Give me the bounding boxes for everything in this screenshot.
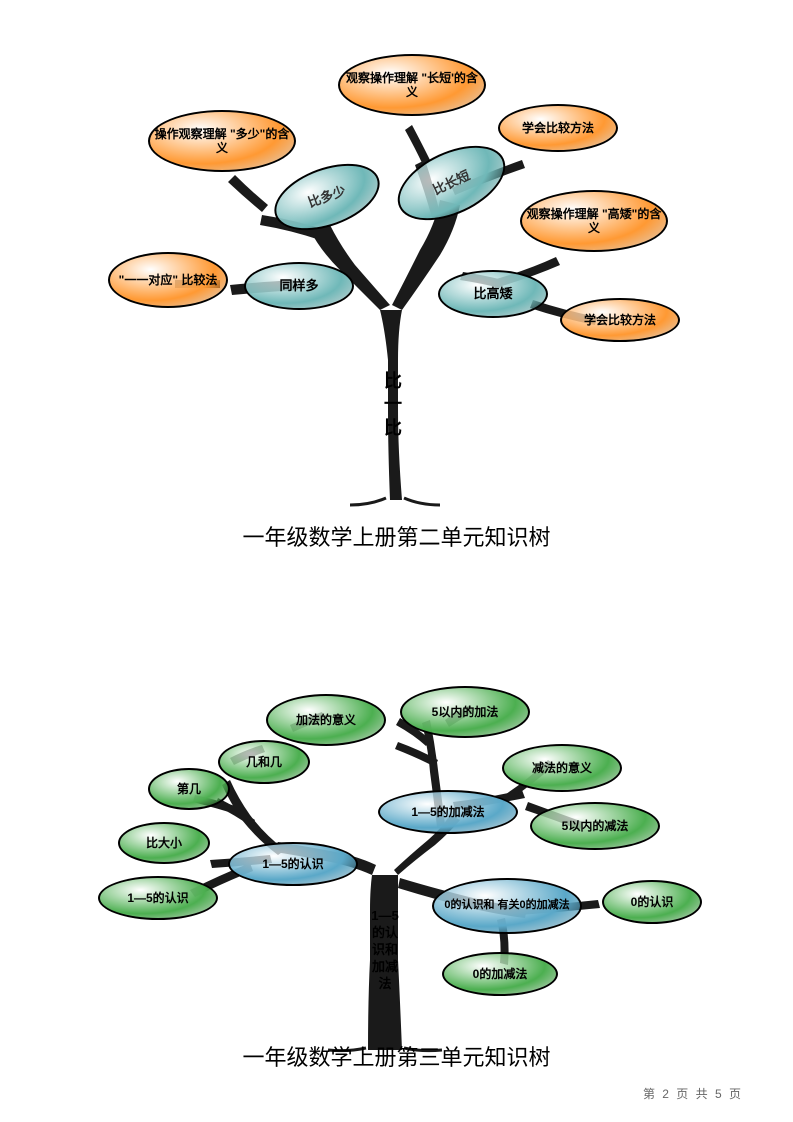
t2-g7: 比大小 [118, 822, 210, 864]
t1-branch-4: 比高矮 [438, 270, 548, 318]
t1-leaf-6: 学会比较方法 [560, 298, 680, 342]
t2-g1: 加法的意义 [266, 694, 386, 746]
t2-g4: 减法的意义 [502, 744, 622, 792]
page-footer: 第 2 页 共 5 页 [643, 1085, 743, 1102]
t2-g9: 0的认识 [602, 880, 702, 924]
t1-leaf-5: "一一对应" 比较法 [108, 252, 228, 308]
t1-leaf-2: 学会比较方法 [498, 104, 618, 152]
tree-2-trunk-label: 1—5 的认 识和 加减 法 [369, 908, 401, 992]
tree-1-caption: 一年级数学上册第二单元知识树 [0, 520, 793, 552]
t2-g2: 5以内的加法 [400, 686, 530, 738]
tree-2-caption: 一年级数学上册第三单元知识树 [0, 1040, 793, 1072]
tree-2: 1—5 的认 识和 加减 法 加法的意义 5以内的加法几和几 减法的意义第几 1—5的… [0, 650, 793, 1080]
t2-b1: 1—5的加减法 [378, 790, 518, 834]
tree-1-trunk-label: 比 一 比 [378, 370, 408, 440]
t1-branch-3: 同样多 [244, 262, 354, 310]
tree-2-branches [0, 650, 793, 1080]
t2-g8: 1—5的认识 [98, 876, 218, 920]
tree-1: 比 一 比 观察操作理解 "长短'的含义学会比较方法操作观察理解 "多少"的含义… [0, 30, 793, 530]
t2-g5: 第几 [148, 768, 230, 810]
t2-g3: 几和几 [218, 740, 310, 784]
t1-leaf-4: 观察操作理解 "高矮"的含义 [520, 190, 668, 252]
t2-b2: 1—5的认识 [228, 842, 358, 886]
t2-g6: 5以内的减法 [530, 802, 660, 850]
t1-leaf-3: 操作观察理解 "多少"的含义 [148, 110, 296, 172]
t1-leaf-1: 观察操作理解 "长短'的含义 [338, 54, 486, 116]
t2-g10: 0的加减法 [442, 952, 558, 996]
t2-b3: 0的认识和 有关0的加减法 [432, 878, 582, 934]
